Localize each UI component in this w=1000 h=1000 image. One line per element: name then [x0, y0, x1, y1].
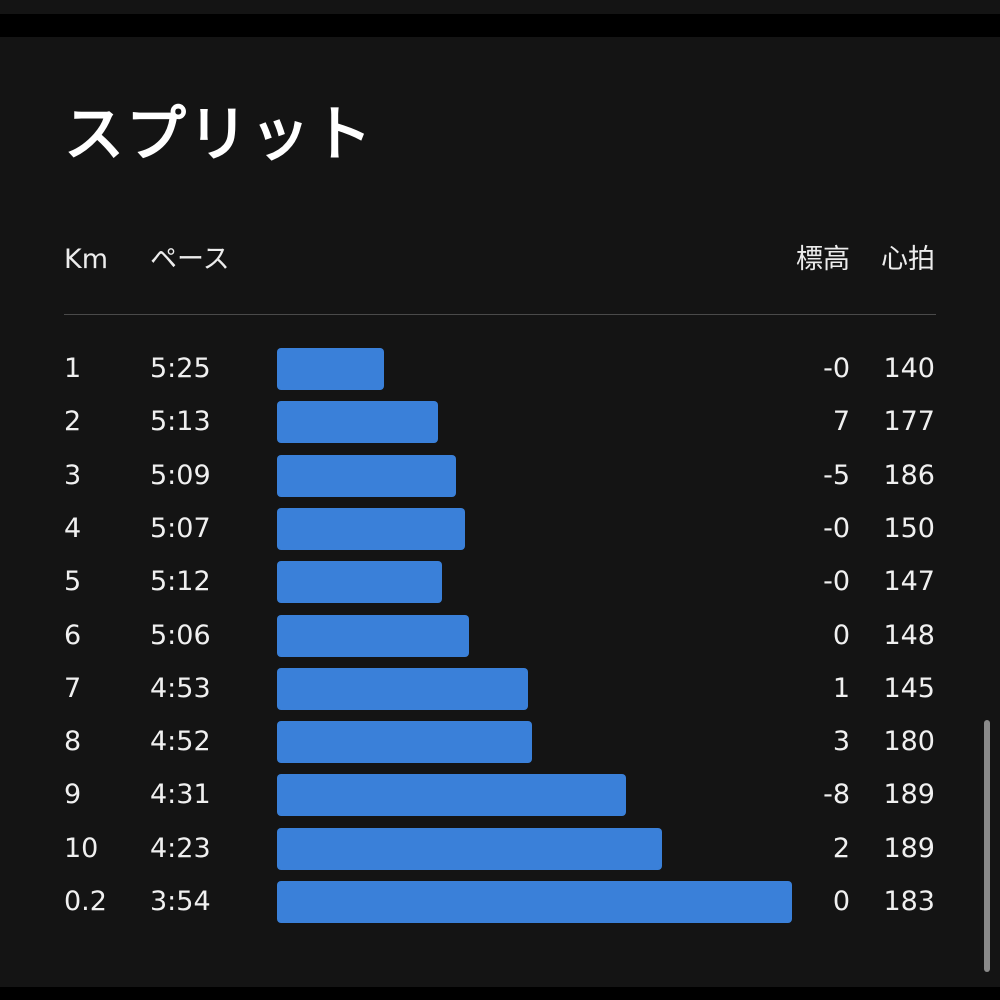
split-km: 6 [64, 619, 82, 651]
split-elevation: 1 [832, 672, 850, 704]
split-elevation: -0 [823, 566, 850, 598]
split-pace-bar [277, 454, 456, 497]
split-km: 3 [64, 459, 82, 491]
split-km: 1 [64, 353, 82, 384]
split-row: 2 5:13 7 177 [0, 401, 1000, 454]
column-header-heart-rate: 心拍 [881, 244, 935, 275]
split-pace-bar [277, 561, 442, 604]
split-km: 7 [64, 672, 82, 704]
split-pace-bar [277, 614, 469, 657]
split-heart-rate: 145 [883, 672, 935, 704]
split-elevation: 3 [832, 726, 850, 758]
split-km: 9 [64, 779, 82, 811]
split-km: 2 [64, 406, 82, 438]
split-km: 8 [64, 726, 82, 758]
split-row: 1 5:25 -0 140 [0, 348, 1000, 401]
column-header-pace: ペース [150, 244, 230, 275]
split-row: 10 4:23 2 189 [0, 827, 1000, 881]
split-km: 5 [64, 566, 82, 598]
split-pace: 5:25 [150, 353, 211, 384]
split-elevation: 2 [832, 832, 850, 864]
split-elevation: -0 [823, 512, 850, 544]
split-pace: 4:23 [150, 832, 211, 864]
split-heart-rate: 186 [883, 459, 935, 491]
split-row: 8 4:52 3 180 [0, 721, 1000, 774]
split-heart-rate: 183 [883, 886, 935, 917]
split-row: 4 5:07 -0 150 [0, 507, 1000, 561]
split-elevation: -8 [823, 779, 850, 811]
column-header-elevation: 標高 [796, 244, 850, 275]
split-pace: 4:31 [150, 779, 211, 811]
split-row: 6 5:06 0 148 [0, 614, 1000, 668]
split-pace: 3:54 [150, 886, 211, 917]
split-km: 0.2 [64, 886, 107, 917]
split-heart-rate: 148 [883, 619, 935, 651]
split-pace: 5:13 [150, 406, 211, 438]
split-pace-bar [277, 348, 384, 390]
split-elevation: 7 [832, 406, 850, 438]
split-pace: 5:07 [150, 512, 211, 544]
split-elevation: -5 [823, 459, 850, 491]
split-heart-rate: 147 [883, 566, 935, 598]
page-title: スプリット [64, 100, 374, 170]
split-row: 3 5:09 -5 186 [0, 454, 1000, 508]
split-km: 4 [64, 512, 82, 544]
split-row: 7 4:53 1 145 [0, 667, 1000, 721]
split-km: 10 [64, 832, 99, 864]
split-pace: 5:12 [150, 566, 211, 598]
split-pace: 4:52 [150, 726, 211, 758]
split-pace-bar [277, 721, 532, 764]
split-elevation: 0 [832, 619, 850, 651]
split-heart-rate: 189 [883, 779, 935, 811]
split-pace-bar [277, 881, 792, 923]
split-pace: 5:09 [150, 459, 211, 491]
split-heart-rate: 189 [883, 832, 935, 864]
split-pace: 5:06 [150, 619, 211, 651]
split-heart-rate: 180 [883, 726, 935, 758]
top-strip [0, 0, 1000, 14]
split-pace-bar [277, 774, 626, 817]
split-elevation: -0 [823, 353, 850, 384]
header-divider [64, 314, 936, 315]
split-row: 0.2 3:54 0 183 [0, 881, 1000, 934]
split-row: 5 5:12 -0 147 [0, 561, 1000, 614]
split-row: 9 4:31 -8 189 [0, 774, 1000, 827]
column-header-km: Km [64, 244, 109, 275]
split-pace-bar [277, 827, 662, 870]
split-pace-bar [277, 507, 465, 550]
split-pace: 4:53 [150, 672, 211, 704]
split-heart-rate: 177 [883, 406, 935, 438]
scrollbar[interactable] [984, 720, 990, 972]
split-heart-rate: 140 [883, 353, 935, 384]
split-pace-bar [277, 667, 528, 710]
split-pace-bar [277, 401, 438, 444]
split-elevation: 0 [832, 886, 850, 917]
split-heart-rate: 150 [883, 512, 935, 544]
